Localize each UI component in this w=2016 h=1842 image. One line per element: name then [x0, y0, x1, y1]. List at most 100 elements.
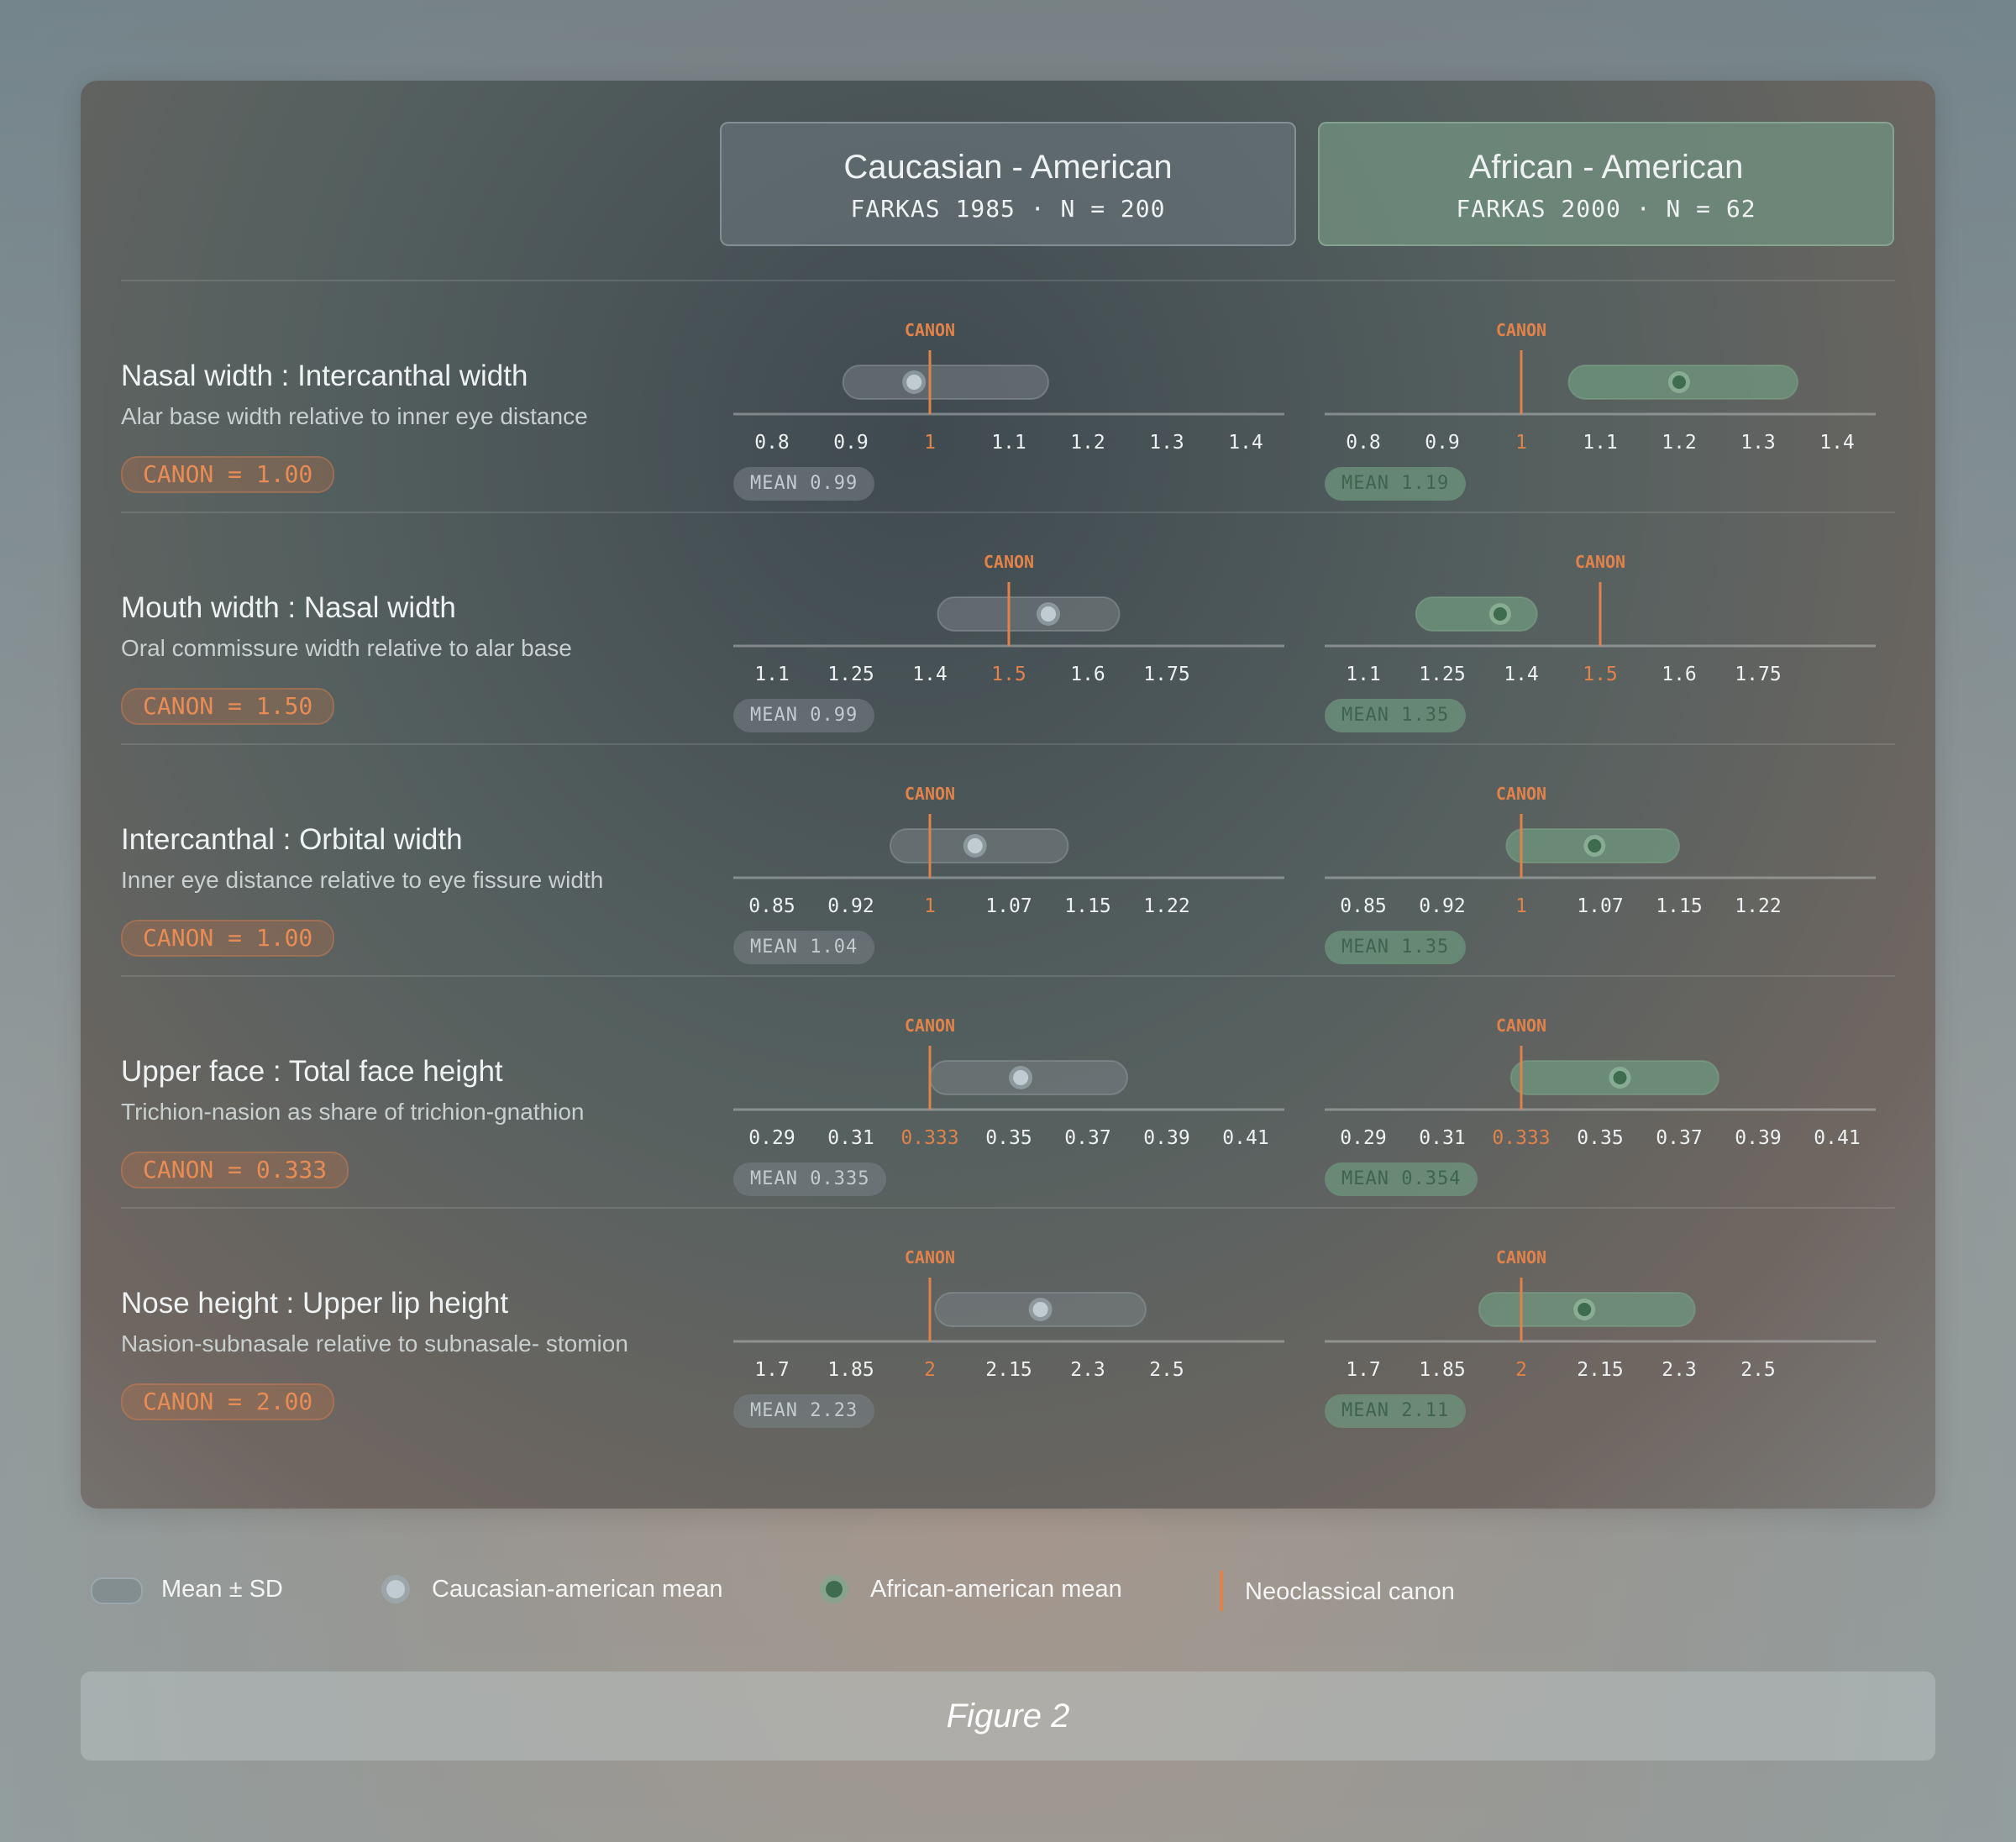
row-description: Alar base width relative to inner eye di…: [121, 403, 588, 429]
tick-label: 0.37: [1656, 1127, 1702, 1149]
row-name: Nasal width : Intercanthal width: [121, 359, 528, 392]
row-description: Trichion-nasion as share of trichion-gna…: [121, 1099, 585, 1125]
tick-label: 1.22: [1735, 895, 1781, 917]
tick-label: 1.15: [1656, 895, 1702, 917]
canon-tag: CANON: [1496, 320, 1546, 340]
african-mean-dot: [1578, 1303, 1592, 1316]
african-mean-badge: MEAN 2.11: [1325, 1394, 1467, 1428]
african-mean-badge: MEAN 1.35: [1325, 931, 1467, 964]
tick-label: 1.4: [1504, 664, 1539, 685]
tick-label: 0.29: [1340, 1127, 1386, 1149]
tick-label: 1.5: [1583, 664, 1618, 685]
tick-label: 1.5: [991, 664, 1026, 685]
tick-label: 1.6: [1070, 664, 1105, 685]
tick-label: 0.31: [827, 1127, 874, 1149]
legend-canon-label: Neoclassical canon: [1245, 1578, 1455, 1605]
row-name: Nose height : Upper lip height: [121, 1287, 509, 1320]
tick-label: 1.1: [991, 432, 1026, 454]
tick-label: 2: [924, 1359, 936, 1381]
canon-tag: CANON: [905, 320, 955, 340]
caucasian-mean-badge: MEAN 0.99: [733, 467, 875, 501]
legend-caucasian: [380, 1571, 413, 1608]
tick-label: 1.25: [1419, 664, 1465, 685]
row-divider: [121, 975, 1895, 977]
african-header-title: African - American: [1468, 149, 1744, 186]
canon-tag: CANON: [905, 1247, 955, 1267]
tick-label: 1.3: [1740, 432, 1776, 454]
tick-label: 2.5: [1149, 1359, 1184, 1381]
figure-caption: Figure 2: [81, 1671, 1935, 1761]
tick-label: 0.333: [900, 1127, 958, 1149]
tick-label: 1.2: [1070, 432, 1105, 454]
tick-label: 1: [924, 432, 936, 454]
row-label: Intercanthal : Orbital width Inner eye di…: [121, 823, 603, 894]
row-label: Mouth width : Nasal width Oral commissure…: [121, 591, 572, 662]
sd-range-bar: [842, 365, 1049, 400]
tick-label: 0.35: [1577, 1127, 1623, 1149]
african-mean-badge: MEAN 1.35: [1325, 699, 1467, 732]
caucasian-mean-badge: MEAN 0.99: [733, 699, 875, 732]
african-header: African - American FARKAS 2000 · N = 62: [1318, 122, 1894, 246]
row-description: Inner eye distance relative to eye fissu…: [121, 867, 604, 893]
tick-label: 1.4: [1228, 432, 1263, 454]
tick-label: 0.8: [754, 432, 790, 454]
tick-label: 2: [1515, 1359, 1527, 1381]
caucasian-header-subtitle: FARKAS 1985 · N = 200: [850, 195, 1166, 223]
legend-range-label: Mean ± SD: [161, 1576, 283, 1603]
tick-label: 1.25: [827, 664, 874, 685]
row-divider: [121, 743, 1895, 745]
row-description: Nasion-subnasale relative to subnasale- …: [121, 1330, 628, 1357]
row-divider: [121, 280, 1895, 281]
tick-label: 1.22: [1143, 895, 1189, 917]
tick-label: 0.333: [1492, 1127, 1550, 1149]
canon-value-badge: CANON = 1.00: [121, 456, 335, 493]
row-label: Upper face : Total face height Trichion-n…: [121, 1055, 584, 1126]
sd-range-bar: [937, 596, 1121, 632]
tick-label: 1.3: [1149, 432, 1184, 454]
sd-range-bar: [1415, 596, 1538, 632]
tick-label: 1.7: [1346, 1359, 1381, 1381]
tick-label: 1.4: [1819, 432, 1855, 454]
canon-value-badge: CANON = 2.00: [121, 1383, 335, 1420]
canon-value-badge: CANON = 1.50: [121, 688, 335, 725]
canon-tag: CANON: [984, 552, 1034, 572]
caucasian-mean-dot: [1013, 1070, 1029, 1085]
tick-label: 1: [924, 895, 936, 917]
tick-label: 1.75: [1143, 664, 1189, 685]
african-mean-dot: [1493, 607, 1507, 621]
canon-tag: CANON: [1496, 1015, 1546, 1036]
caucasian-mean-dot: [967, 838, 983, 853]
row-label: Nasal width : Intercanthal width Alar bas…: [121, 359, 588, 430]
tick-label: 1.85: [827, 1359, 874, 1381]
african-dot-icon: [820, 1575, 848, 1603]
legend-canon: [1218, 1571, 1226, 1611]
tick-label: 0.92: [827, 895, 874, 917]
tick-label: 2.15: [985, 1359, 1032, 1381]
tick-label: 1.1: [1346, 664, 1381, 685]
canon-tag: CANON: [1496, 1247, 1546, 1267]
tick-label: 0.41: [1814, 1127, 1860, 1149]
tick-label: 1.7: [754, 1359, 790, 1381]
tick-label: 1.2: [1662, 432, 1697, 454]
tick-label: 1.1: [754, 664, 790, 685]
tick-label: 0.31: [1419, 1127, 1465, 1149]
row-name: Intercanthal : Orbital width: [121, 823, 463, 856]
canon-tag: CANON: [1575, 552, 1625, 572]
caucasian-mean-badge: MEAN 1.04: [733, 931, 875, 964]
african-mean-dot: [1613, 1071, 1627, 1084]
row-divider: [121, 512, 1895, 513]
tick-label: 1.85: [1419, 1359, 1465, 1381]
tick-label: 0.41: [1222, 1127, 1268, 1149]
row-divider: [121, 1207, 1895, 1209]
african-mean-badge: MEAN 0.354: [1325, 1162, 1478, 1196]
canon-value-badge: CANON = 0.333: [121, 1152, 349, 1189]
tick-label: 0.37: [1064, 1127, 1110, 1149]
african-mean-badge: MEAN 1.19: [1325, 467, 1467, 501]
tick-label: 1.07: [1577, 895, 1623, 917]
row-description: Oral commissure width relative to alar b…: [121, 635, 572, 661]
tick-label: 0.39: [1143, 1127, 1189, 1149]
tick-label: 0.29: [748, 1127, 795, 1149]
tick-label: 0.39: [1735, 1127, 1781, 1149]
caucasian-dot-icon: [381, 1575, 410, 1603]
